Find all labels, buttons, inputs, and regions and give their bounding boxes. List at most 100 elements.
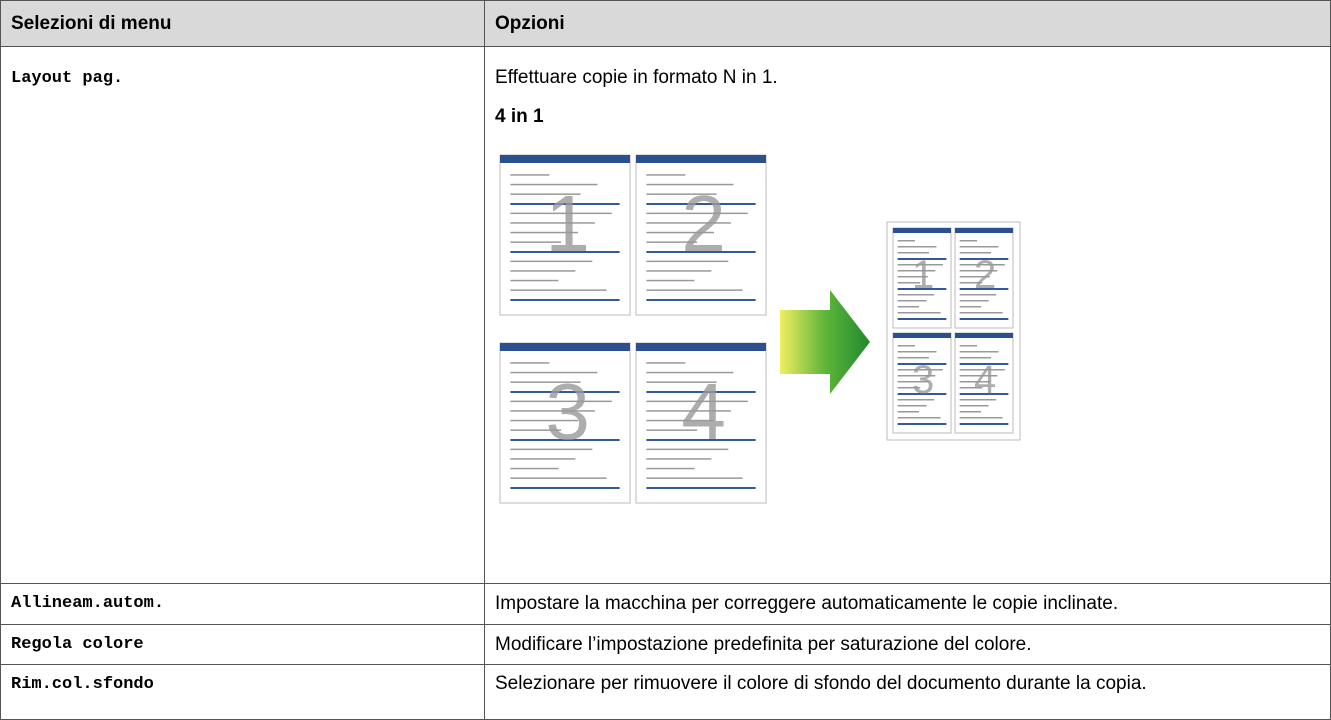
- text-line: [510, 410, 595, 412]
- text-line: [646, 183, 734, 186]
- page: [499, 154, 631, 316]
- text-line: [646, 477, 743, 479]
- menu-cell: Allineam.autom.: [0, 583, 485, 625]
- text-line: [959, 252, 991, 254]
- text-line: [959, 405, 989, 407]
- text-line: [959, 375, 998, 377]
- arrow: [780, 290, 870, 394]
- text-line: [510, 260, 593, 263]
- text-line: [510, 299, 620, 301]
- text-line: [510, 203, 620, 205]
- text-line: [510, 429, 562, 431]
- option-cell: Impostare la macchina per correggere aut…: [484, 583, 1331, 625]
- page: [635, 154, 767, 316]
- page: [635, 342, 767, 504]
- text-line: [959, 369, 1005, 371]
- text-line: [646, 410, 731, 412]
- text-line: [897, 351, 937, 353]
- text-line: [646, 429, 698, 431]
- text-line: [959, 351, 999, 353]
- n-in-1-illustration: 1 23 41 23 4: [499, 154, 1021, 504]
- text-line: [897, 369, 943, 371]
- text-line: [897, 282, 921, 284]
- text-line: [959, 345, 978, 347]
- text-line: [897, 300, 927, 302]
- page-number: 2: [681, 179, 726, 268]
- text-line: [646, 231, 714, 234]
- text-line: [510, 467, 559, 470]
- menu-item: Rim.col.sfondo: [11, 675, 154, 694]
- text-line: [959, 381, 990, 383]
- text-line: [897, 405, 927, 407]
- page-number: 3: [912, 358, 934, 402]
- text-line: [959, 294, 997, 296]
- text-line: [510, 174, 550, 176]
- option-text: Effettuare copie in formato N in 1.: [495, 67, 778, 88]
- text-line: [510, 362, 550, 364]
- page-band: [636, 343, 766, 351]
- text-line: [510, 279, 559, 282]
- text-line: [959, 270, 998, 272]
- text-line: [646, 279, 695, 282]
- text-line: [646, 391, 756, 393]
- page-band: [955, 228, 1013, 233]
- text-line: [959, 399, 997, 401]
- menu-item: Allineam.autom.: [11, 594, 165, 613]
- text-line: [510, 270, 576, 272]
- text-line: [510, 212, 612, 215]
- text-line: [897, 375, 936, 377]
- text-line: [959, 306, 982, 308]
- text-line: [646, 448, 729, 451]
- text-line: [510, 371, 598, 374]
- text-line: [646, 222, 731, 224]
- text-line: [959, 282, 983, 284]
- text-line: [897, 381, 928, 383]
- text-line: [646, 467, 695, 470]
- text-line: [959, 387, 983, 389]
- text-line: [959, 288, 1009, 290]
- text-line: [510, 391, 620, 393]
- option-text: Impostare la macchina per correggere aut…: [495, 593, 1119, 614]
- text-line: [510, 222, 595, 224]
- text-line: [897, 363, 947, 365]
- text-line: [897, 387, 921, 389]
- text-line: [510, 419, 578, 422]
- text-line: [646, 439, 756, 441]
- text-line: [510, 477, 607, 479]
- text-line: [959, 300, 989, 302]
- text-line: [646, 251, 756, 253]
- text-line: [646, 419, 714, 422]
- text-line: [897, 357, 929, 359]
- text-line: [897, 246, 937, 248]
- text-line: [897, 288, 947, 290]
- text-line: [646, 203, 756, 205]
- menu-cell: Layout pag.: [0, 46, 485, 584]
- text-line: [646, 458, 712, 460]
- text-line: [646, 371, 734, 374]
- header-text: Selezioni di menu: [11, 13, 172, 34]
- text-line: [510, 458, 576, 460]
- text-line: [646, 212, 748, 215]
- page: [892, 332, 952, 434]
- header-text: Opzioni: [495, 13, 565, 34]
- text-line: [646, 241, 698, 243]
- option-subheading: 4 in 1: [495, 106, 544, 127]
- text-line: [897, 270, 936, 272]
- option-text: Selezionare per rimuovere il colore di s…: [495, 673, 1147, 694]
- text-line: [646, 289, 743, 291]
- text-line: [959, 357, 991, 359]
- text-line: [897, 264, 943, 266]
- text-line: [897, 318, 947, 320]
- text-line: [646, 260, 729, 263]
- text-line: [646, 299, 756, 301]
- text-line: [897, 276, 928, 278]
- text-line: [897, 417, 941, 419]
- text-line: [959, 417, 1003, 419]
- page-band: [636, 155, 766, 163]
- text-line: [897, 411, 920, 413]
- option-cell: Modificare l’impostazione predefinita pe…: [484, 624, 1331, 665]
- page: [954, 332, 1014, 434]
- text-line: [510, 400, 612, 403]
- text-line: [897, 240, 916, 242]
- page-band: [955, 333, 1013, 338]
